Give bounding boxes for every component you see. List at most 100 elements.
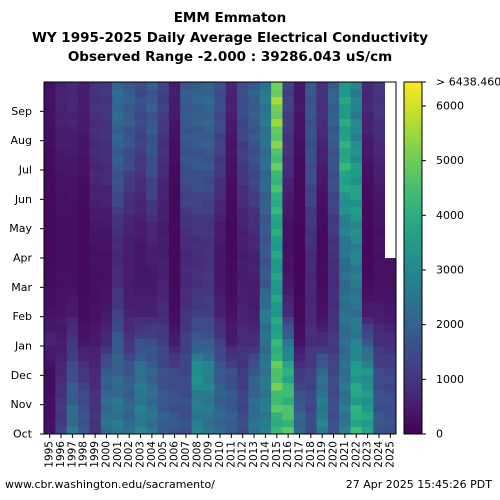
heatmap-cell-2010 [214,272,227,281]
heatmap-cell-2014 [259,236,272,244]
heatmap-cell-2000 [100,331,113,340]
heatmap-cell-1997 [66,404,79,413]
heatmap-cell-2011 [225,331,238,340]
heatmap-cell-2018 [305,338,317,347]
heatmap-cell-2009 [202,302,215,310]
x-tick-label-2016: 2016 [282,441,294,468]
heatmap-cell-1995 [44,412,56,420]
heatmap-cell-2016 [282,177,295,186]
y-tick-label-may: May [9,222,32,235]
heatmap-cell-2021 [339,280,351,288]
heatmap-cell-1995 [44,250,56,259]
heatmap-cell-2017 [293,104,306,112]
heatmap-cell-2008 [191,287,204,296]
heatmap-cell-2006 [168,360,181,369]
heatmap-cell-1996 [55,155,68,164]
heatmap-cell-2020 [327,104,340,112]
heatmap-cell-2015 [271,258,283,266]
heatmap-cell-2019 [316,265,329,274]
heatmap-cell-2005 [157,397,170,406]
heatmap-cell-2024 [373,155,386,164]
heatmap-cell-2019 [316,206,329,215]
heatmap-cell-2022 [350,287,363,296]
heatmap-cell-2016 [282,390,295,398]
heatmap-cell-2020 [327,206,340,215]
heatmap-cell-2024 [373,140,386,149]
heatmap-cell-2006 [168,338,181,347]
heatmap-cell-2013 [248,177,261,186]
heatmap-cell-2023 [361,228,374,237]
heatmap-cell-2021 [339,404,351,413]
heatmap-cell-2021 [339,155,351,164]
heatmap-cell-2000 [100,419,113,428]
heatmap-cell-2003 [134,353,147,362]
heatmap-cell-1995 [44,82,56,90]
heatmap-cell-2014 [259,390,272,398]
heatmap-cell-2024 [373,353,386,362]
heatmap-cell-2023 [361,404,374,413]
heatmap-cell-2010 [214,243,227,252]
heatmap-cell-2006 [168,287,181,296]
heatmap-cell-2007 [180,375,193,384]
heatmap-cell-2021 [339,360,351,369]
heatmap-cell-1995 [44,170,56,178]
heatmap-cell-2024 [373,221,386,230]
heatmap-cell-2023 [361,133,374,142]
heatmap-cell-2024 [373,162,386,171]
heatmap-cell-2010 [214,250,227,259]
heatmap-cell-2021 [339,294,351,303]
heatmap-cell-1995 [44,353,56,362]
heatmap-cell-1996 [55,82,68,90]
heatmap-cell-2004 [146,199,158,208]
heatmap-cell-2007 [180,89,193,98]
heatmap-cell-2020 [327,140,340,149]
heatmap-cell-2025 [384,338,397,347]
heatmap-cell-2024 [373,148,386,156]
heatmap-cell-2001 [112,368,124,376]
heatmap-cell-2014 [259,419,272,428]
x-tick-label-2012: 2012 [237,441,249,468]
heatmap-cell-2016 [282,426,295,435]
heatmap-cell-1996 [55,184,68,193]
heatmap-cell-2021 [339,375,351,384]
heatmap-cell-2012 [237,368,249,376]
heatmap-cell-2004 [146,170,158,178]
heatmap-cell-2005 [157,192,170,200]
heatmap-cell-2024 [373,89,386,98]
heatmap-cell-2009 [202,280,215,288]
heatmap-cell-2017 [293,390,306,398]
heatmap-cell-2009 [202,272,215,281]
heatmap-cell-1998 [78,287,90,296]
heatmap-cell-2015 [271,404,283,413]
heatmap-cell-2008 [191,236,204,244]
heatmap-cell-2025 [384,390,397,398]
heatmap-cell-2015 [271,280,283,288]
heatmap-cell-1995 [44,236,56,244]
heatmap-cell-2005 [157,111,170,120]
heatmap-cell-2020 [327,412,340,420]
heatmap-cell-2007 [180,177,193,186]
heatmap-cell-1998 [78,331,90,340]
heatmap-cell-2008 [191,140,204,149]
heatmap-cell-2011 [225,236,238,244]
heatmap-cell-1997 [66,184,79,193]
heatmap-cell-2015 [271,243,283,252]
heatmap-cell-2008 [191,360,204,369]
heatmap-cell-2015 [271,155,283,164]
heatmap-cell-2003 [134,272,147,281]
heatmap-cell-2000 [100,192,113,200]
heatmap-cell-2006 [168,368,181,376]
heatmap-cell-1998 [78,412,90,420]
heatmap-cell-2009 [202,155,215,164]
heatmap-cell-2017 [293,287,306,296]
heatmap-cell-2010 [214,199,227,208]
heatmap-cell-2004 [146,111,158,120]
x-tick-label-2003: 2003 [135,441,147,468]
heatmap-cell-2016 [282,346,295,354]
heatmap-cell-2021 [339,412,351,420]
heatmap-cell-2004 [146,302,158,310]
heatmap-cell-2006 [168,170,181,178]
heatmap-cell-2014 [259,346,272,354]
heatmap-cell-2004 [146,206,158,215]
heatmap-cell-1995 [44,287,56,296]
